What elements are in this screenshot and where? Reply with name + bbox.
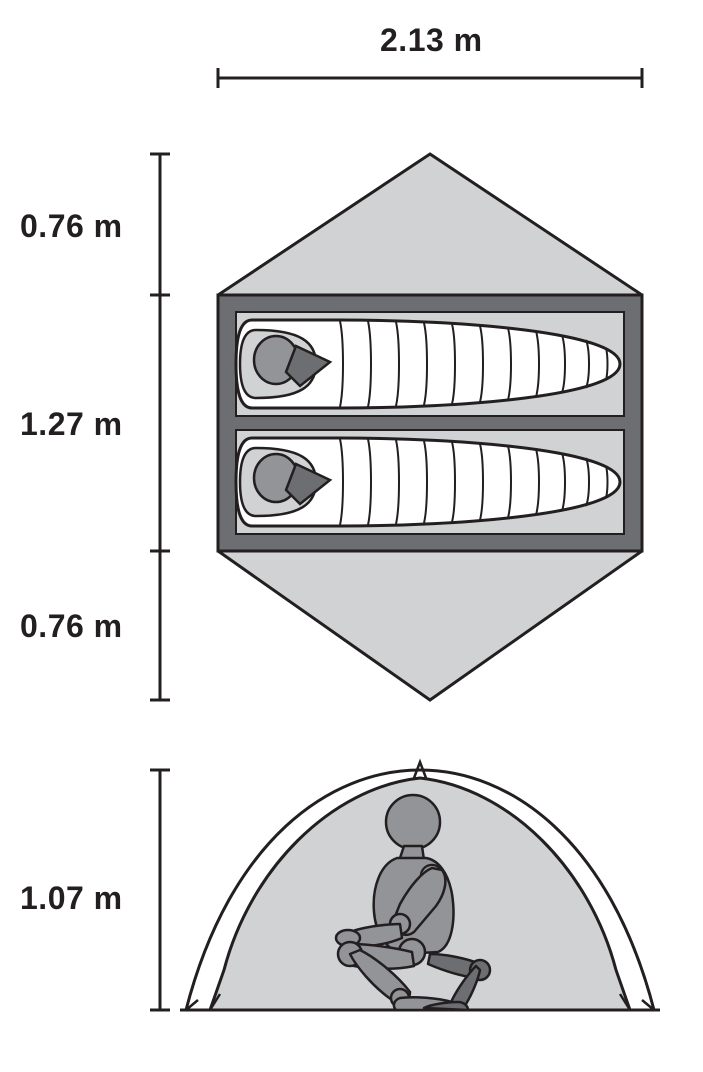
dim-left-lines bbox=[150, 154, 170, 700]
sleeping-bag-1 bbox=[236, 312, 624, 416]
dim-vestibule-front-label: 0.76 m bbox=[20, 208, 123, 245]
dim-vestibule-back-label: 0.76 m bbox=[20, 608, 123, 645]
dim-height-label: 1.07 m bbox=[20, 880, 123, 917]
dim-width-line bbox=[218, 68, 642, 88]
dim-width-label: 2.13 m bbox=[380, 22, 483, 59]
dim-height-line bbox=[150, 770, 170, 1010]
sleeping-bag-2 bbox=[236, 430, 624, 534]
side-view bbox=[180, 762, 660, 1010]
tent-dimension-diagram: 2.13 m 0.76 m 1.27 m 0.76 m 1.07 m bbox=[0, 0, 703, 1072]
plan-view bbox=[218, 154, 642, 700]
dim-interior-depth-label: 1.27 m bbox=[20, 406, 123, 443]
